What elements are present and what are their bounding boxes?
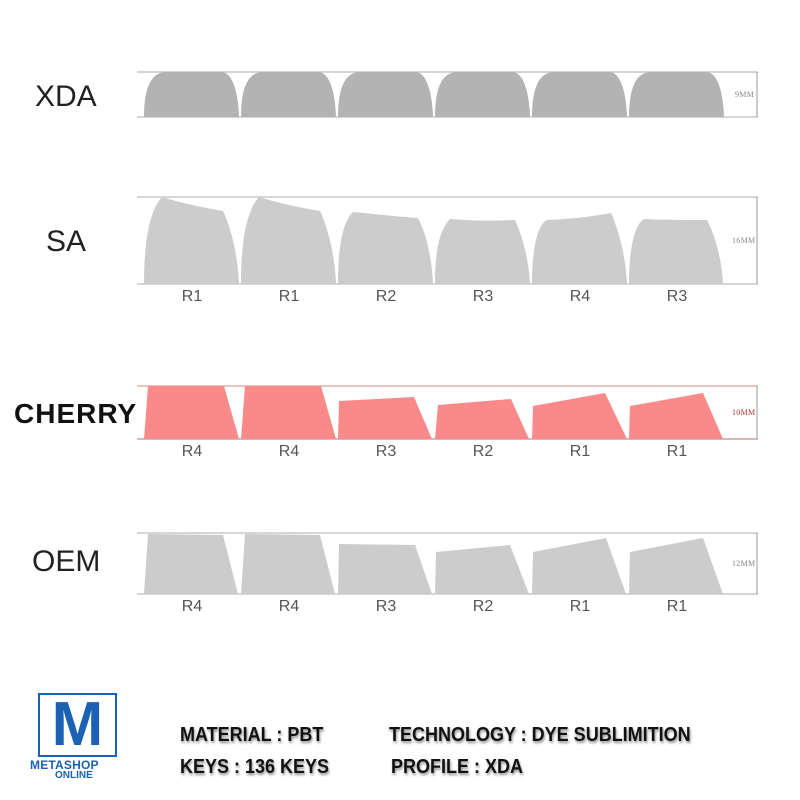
row-label: R1 <box>181 288 203 305</box>
metashop-logo: M <box>38 693 117 757</box>
row-label: R2 <box>472 443 494 460</box>
row-label: R4 <box>569 288 591 305</box>
row-label: R1 <box>666 443 688 460</box>
row-label: R1 <box>278 288 300 305</box>
row-label: R3 <box>375 443 397 460</box>
row-label: R3 <box>375 598 397 615</box>
row-label: R4 <box>278 598 300 615</box>
profile-label-sa: SA <box>46 225 87 258</box>
oem-row-labels: R4 R4 R3 R2 R1 R1 <box>0 598 800 618</box>
logo-letter: M <box>51 690 104 759</box>
logo-brand-name: METASHOP <box>30 758 99 772</box>
row-label: R3 <box>666 288 688 305</box>
spec-keys: KEYS : 136 KEYS <box>180 756 330 778</box>
oem-profile-shapes <box>137 532 758 595</box>
row-label: R4 <box>181 598 203 615</box>
row-label: R1 <box>666 598 688 615</box>
spec-material: MATERIAL : PBT <box>180 724 324 746</box>
profile-label-oem: OEM <box>32 545 101 578</box>
height-label-sa: 16MM <box>732 236 756 245</box>
row-label: R2 <box>472 598 494 615</box>
profile-label-cherry: CHERRY <box>14 398 138 429</box>
height-label-cherry: 10MM <box>732 408 756 417</box>
row-label: R1 <box>569 598 591 615</box>
sa-profile-shapes <box>137 196 758 285</box>
profile-label-xda: XDA <box>35 80 97 113</box>
row-label: R4 <box>181 443 203 460</box>
height-label-xda: 9MM <box>735 90 755 99</box>
spec-technology: TECHNOLOGY : DYE SUBLIMITION <box>389 724 691 746</box>
logo-subtitle: ONLINE <box>55 770 93 781</box>
spec-profile: PROFILE : XDA <box>391 756 524 778</box>
xda-profile-shapes <box>137 71 758 118</box>
row-label: R4 <box>278 443 300 460</box>
row-label: R2 <box>375 288 397 305</box>
sa-row-labels: R1 R1 R2 R3 R4 R3 <box>0 288 800 308</box>
cherry-profile-shapes <box>137 385 758 440</box>
height-label-oem: 12MM <box>732 559 756 568</box>
row-label: R1 <box>569 443 591 460</box>
cherry-row-labels: R4 R4 R3 R2 R1 R1 <box>0 443 800 463</box>
row-label: R3 <box>472 288 494 305</box>
